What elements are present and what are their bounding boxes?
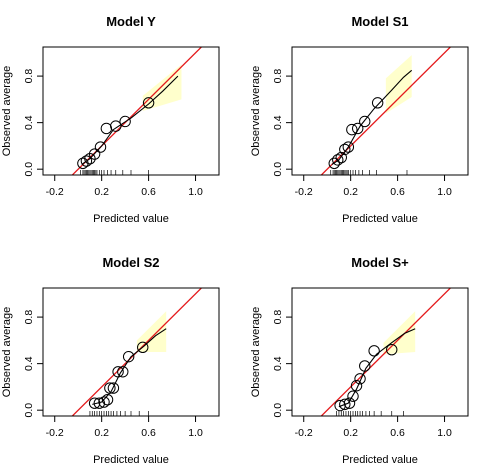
data-point-6	[346, 123, 358, 136]
data-point-2	[332, 154, 344, 166]
y-axis-label: Observed average	[1, 66, 13, 157]
data-point-7	[110, 120, 122, 132]
data-point-6	[354, 373, 366, 385]
smooth-curve	[331, 69, 413, 165]
data-point-5	[342, 141, 355, 153]
ideal-line	[71, 47, 203, 175]
data-point-9	[122, 350, 135, 363]
x-axis-label: Predicted value	[342, 213, 418, 225]
x-tick-label: 1.0	[188, 427, 203, 439]
data-point-6	[107, 382, 120, 394]
panel-title: Model S2	[102, 255, 159, 270]
y-tick-label: 0.0	[23, 162, 35, 177]
data-point-9	[371, 97, 384, 109]
x-tick-label: 1.0	[188, 186, 203, 198]
y-tick-label: 0.4	[23, 115, 35, 130]
data-point-7	[359, 360, 371, 372]
data-point-4	[101, 394, 114, 406]
plot-frame	[291, 46, 469, 176]
data-point-1	[328, 157, 340, 170]
x-tick-label: 0.6	[141, 427, 156, 439]
y-tick-label: 0.0	[272, 162, 284, 177]
data-point-8	[368, 345, 380, 357]
ideal-line	[320, 288, 452, 416]
ideal-line	[320, 47, 452, 175]
x-tick-label: 0.6	[141, 186, 156, 198]
data-point-6	[100, 122, 113, 135]
plot-area	[71, 288, 203, 416]
data-point-3	[335, 151, 347, 164]
data-point-5	[350, 380, 363, 392]
data-point-9	[142, 97, 155, 109]
y-tick-label: 0.0	[23, 403, 35, 418]
x-tick-label: 0.2	[343, 427, 358, 439]
data-point-1	[88, 397, 101, 409]
data-point-8	[117, 366, 129, 378]
data-point-4	[339, 143, 351, 156]
x-tick-label: 1.0	[437, 186, 452, 198]
data-point-2	[339, 398, 351, 411]
smooth-curve	[338, 328, 416, 408]
data-point-4	[88, 148, 101, 160]
plot-frame	[42, 287, 220, 417]
panel-title: Model S1	[351, 14, 408, 29]
x-axis-label: Predicted value	[93, 213, 169, 225]
confidence-band	[383, 311, 416, 355]
plot-frame	[42, 46, 220, 176]
panel-4: -0.2 0.2 0.6 1.0 0.0 0.4 0.8 Model S+ Predicted …	[250, 255, 469, 466]
x-tick-label: -0.2	[295, 427, 313, 439]
data-point-8	[119, 115, 131, 128]
y-tick-label: 0.8	[23, 310, 35, 325]
x-tick-label: 1.0	[437, 427, 452, 439]
panel-title: Model Y	[106, 14, 156, 29]
y-tick-label: 0.0	[272, 403, 284, 418]
x-tick-label: 0.2	[94, 186, 109, 198]
data-point-8	[359, 115, 371, 128]
plot-area	[320, 47, 452, 175]
x-axis-label: Predicted value	[93, 454, 169, 466]
y-axis-label: Observed average	[1, 307, 13, 398]
smooth-curve	[81, 75, 179, 165]
panel-2: -0.2 0.2 0.6 1.0 0.0 0.4 0.8 Model S1 Predicted …	[250, 14, 469, 225]
data-point-7	[352, 122, 364, 135]
x-tick-label: -0.2	[46, 427, 64, 439]
x-tick-label: 0.6	[390, 186, 405, 198]
y-tick-label: 0.4	[23, 356, 35, 371]
confidence-band	[136, 311, 167, 352]
data-point-10	[137, 341, 149, 354]
confidence-band	[385, 55, 412, 114]
x-axis-label: Predicted value	[342, 454, 418, 466]
plot-area	[71, 47, 203, 175]
data-point-5	[104, 382, 116, 394]
plot-frame	[291, 287, 469, 417]
data-point-2	[93, 397, 106, 409]
data-point-3	[98, 396, 110, 408]
panel-title: Model S+	[351, 255, 409, 270]
y-tick-label: 0.4	[272, 356, 284, 371]
y-axis-label: Observed average	[250, 66, 262, 157]
data-point-4	[347, 390, 359, 402]
y-tick-label: 0.8	[23, 69, 35, 84]
panel-3: -0.2 0.2 0.6 1.0 0.0 0.4 0.8 Model S2 Predicted …	[1, 255, 220, 466]
data-point-7	[112, 366, 124, 378]
y-axis-label: Observed average	[250, 307, 262, 398]
y-tick-label: 0.8	[272, 310, 284, 325]
data-point-2	[80, 155, 93, 167]
panel-1: -0.2 0.2 0.6 1.0 0.0 0.4 0.8 Model Y Predicted v…	[1, 14, 220, 225]
y-tick-label: 0.4	[272, 115, 284, 130]
data-point-3	[343, 397, 356, 409]
x-tick-label: 0.2	[343, 186, 358, 198]
x-tick-label: 0.2	[94, 427, 109, 439]
x-tick-label: -0.2	[295, 186, 313, 198]
plot-area	[320, 288, 452, 416]
y-tick-label: 0.8	[272, 69, 284, 84]
x-tick-label: 0.6	[390, 427, 405, 439]
data-point-5	[94, 141, 107, 153]
data-point-9	[386, 343, 398, 356]
x-tick-label: -0.2	[46, 186, 64, 198]
